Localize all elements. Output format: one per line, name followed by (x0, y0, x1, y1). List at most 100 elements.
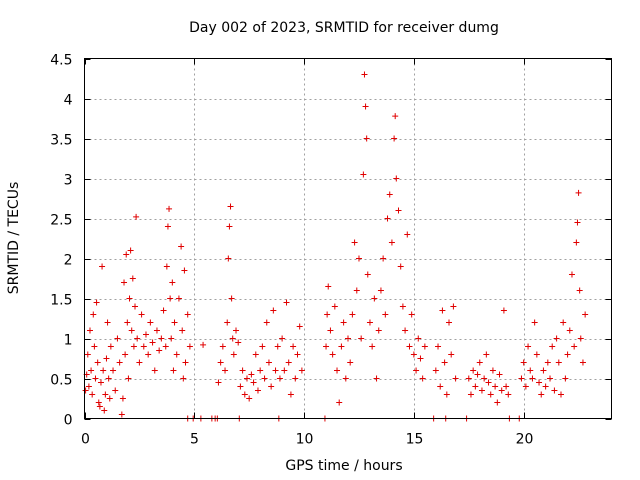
data-point (102, 391, 109, 398)
data-point (86, 327, 93, 334)
data-point (324, 311, 331, 318)
data-point (118, 411, 125, 418)
x-tick-label: 0 (81, 432, 90, 448)
data-point (334, 367, 341, 374)
data-point (296, 323, 303, 330)
data-point (153, 327, 160, 334)
plot-frame (84, 58, 612, 419)
data-point (340, 319, 347, 326)
data-point (88, 367, 95, 374)
data-point (478, 387, 485, 394)
data-point (130, 343, 137, 350)
tick-labels: 0 0.5 1 1.5 2 2.5 3 3.5 4 4.5 0 5 10 15 20 (50, 53, 533, 448)
data-point (101, 407, 108, 414)
data-point (224, 319, 231, 326)
grid-lines (84, 58, 612, 419)
data-point (290, 343, 297, 350)
data-point (180, 375, 187, 382)
data-point (257, 367, 264, 374)
data-point (323, 343, 330, 350)
data-point (432, 367, 439, 374)
data-point (156, 347, 163, 354)
data-point (555, 359, 562, 366)
data-point (239, 367, 246, 374)
data-point (116, 359, 123, 366)
data-point (325, 283, 332, 290)
data-point (225, 255, 232, 262)
data-point (375, 327, 382, 334)
data-point (364, 271, 371, 278)
data-point (439, 307, 446, 314)
y-tick-label: 4 (64, 93, 73, 109)
data-point (265, 359, 272, 366)
y-tick-label: 2.5 (50, 213, 72, 229)
data-point (483, 351, 490, 358)
data-point (353, 287, 360, 294)
data-point (96, 403, 103, 410)
data-point (413, 367, 420, 374)
data-point (577, 335, 584, 342)
x-tick-label: 20 (516, 432, 534, 448)
data-point (342, 375, 349, 382)
data-point (127, 247, 134, 254)
data-point (173, 351, 180, 358)
data-point (544, 359, 551, 366)
data-point (421, 343, 428, 350)
data-point (112, 387, 119, 394)
data-point (522, 383, 529, 390)
data-point (121, 279, 128, 286)
data-point (235, 339, 242, 346)
data-point (542, 383, 549, 390)
data-point (142, 331, 149, 338)
data-point (443, 391, 450, 398)
data-point (419, 375, 426, 382)
data-point (327, 327, 334, 334)
data-point (498, 387, 505, 394)
data-point (384, 215, 391, 222)
data-point (373, 375, 380, 382)
data-point (574, 219, 581, 226)
data-point (170, 367, 177, 374)
data-point (227, 203, 234, 210)
data-point (178, 243, 185, 250)
y-tick-label: 3 (64, 173, 73, 189)
data-point (99, 263, 106, 270)
data-point (362, 103, 369, 110)
data-point (467, 391, 474, 398)
data-point (92, 375, 99, 382)
data-point (182, 359, 189, 366)
data-point (162, 343, 169, 350)
data-point (549, 343, 556, 350)
data-point (274, 343, 281, 350)
data-point (531, 319, 538, 326)
data-point (329, 351, 336, 358)
data-point (435, 343, 442, 350)
data-point (151, 367, 158, 374)
data-point (496, 371, 503, 378)
data-point (228, 295, 235, 302)
y-tick-label: 1 (64, 333, 73, 349)
data-point (527, 367, 534, 374)
data-point (106, 395, 113, 402)
data-point (492, 383, 499, 390)
data-point (494, 399, 501, 406)
data-point (285, 359, 292, 366)
data-point (573, 239, 580, 246)
x-axis-label: GPS time / hours (285, 458, 402, 474)
data-point (175, 295, 182, 302)
data-point (125, 375, 132, 382)
data-point (133, 213, 140, 220)
data-point (136, 359, 143, 366)
data-point (84, 351, 91, 358)
data-point (219, 343, 226, 350)
data-point (576, 287, 583, 294)
data-point (355, 255, 362, 262)
data-point (529, 375, 536, 382)
data-point (476, 359, 483, 366)
y-tick-label: 2 (64, 253, 73, 269)
x-tick-label: 15 (406, 432, 424, 448)
data-point (200, 341, 207, 348)
data-point (158, 335, 165, 342)
data-point (485, 379, 492, 386)
